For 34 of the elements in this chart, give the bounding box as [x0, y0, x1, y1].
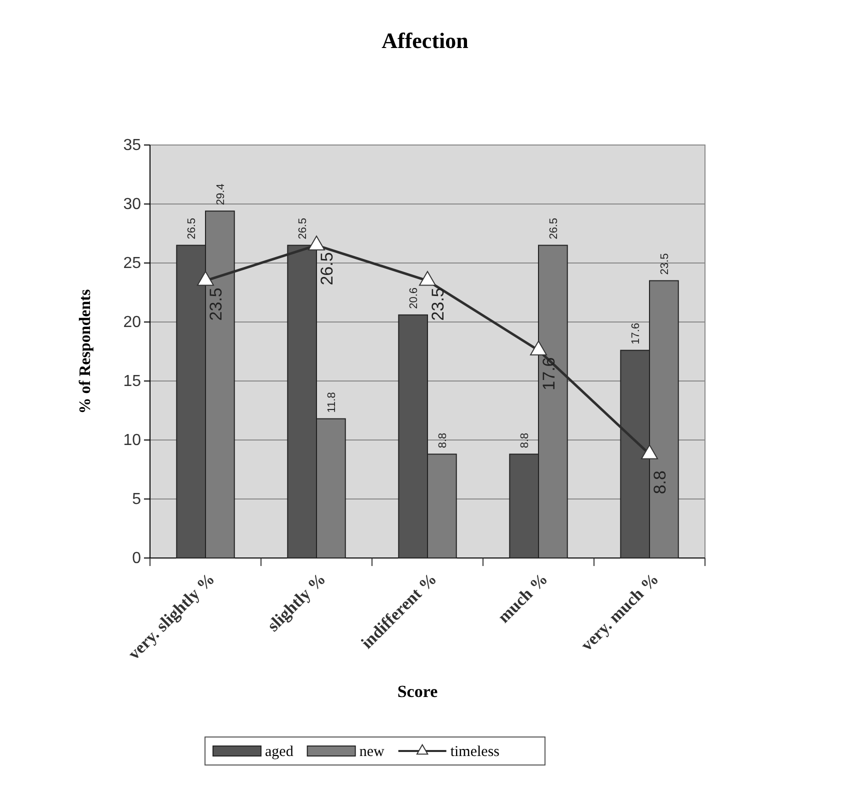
point	[308, 236, 325, 250]
y-tick-label: 35	[123, 137, 142, 154]
x-axis-title: Score	[397, 682, 438, 701]
data-label: 23.5	[206, 288, 226, 321]
legend-label: timeless	[450, 744, 500, 760]
legend-label: new	[359, 744, 384, 760]
legend-label: aged	[265, 744, 294, 760]
y-axis-title: % of Respondents	[77, 289, 94, 414]
data-label: 8.8	[436, 432, 449, 448]
y-tick-label: 25	[123, 255, 142, 272]
data-label: 8.8	[519, 432, 532, 448]
data-label: 26.5	[297, 218, 310, 240]
point	[419, 271, 436, 286]
data-label: 20.6	[408, 288, 420, 309]
chart-title: Affection	[382, 28, 468, 53]
point	[530, 340, 547, 356]
data-label: 17.6	[630, 322, 642, 344]
data-label: 26.5	[318, 252, 336, 286]
y-tick-label: 20	[123, 314, 142, 332]
data-label: 23.5	[428, 288, 448, 321]
data-label: 26.5	[548, 218, 560, 240]
y-tick-label: 30	[123, 196, 142, 214]
point	[641, 444, 658, 460]
data-label: 8.8	[650, 470, 670, 494]
point	[197, 271, 214, 286]
y-tick-label: 0	[132, 550, 142, 568]
data-label: 26.5	[186, 218, 198, 240]
data-label: 23.5	[658, 253, 671, 275]
data-label: 29.4	[214, 184, 227, 206]
y-tick-label: 5	[132, 491, 142, 508]
y-tick-label: 10	[123, 432, 142, 450]
y-tick-label: 15	[123, 373, 142, 390]
data-label: 11.8	[326, 392, 338, 413]
data-label: 17.6	[540, 357, 558, 390]
